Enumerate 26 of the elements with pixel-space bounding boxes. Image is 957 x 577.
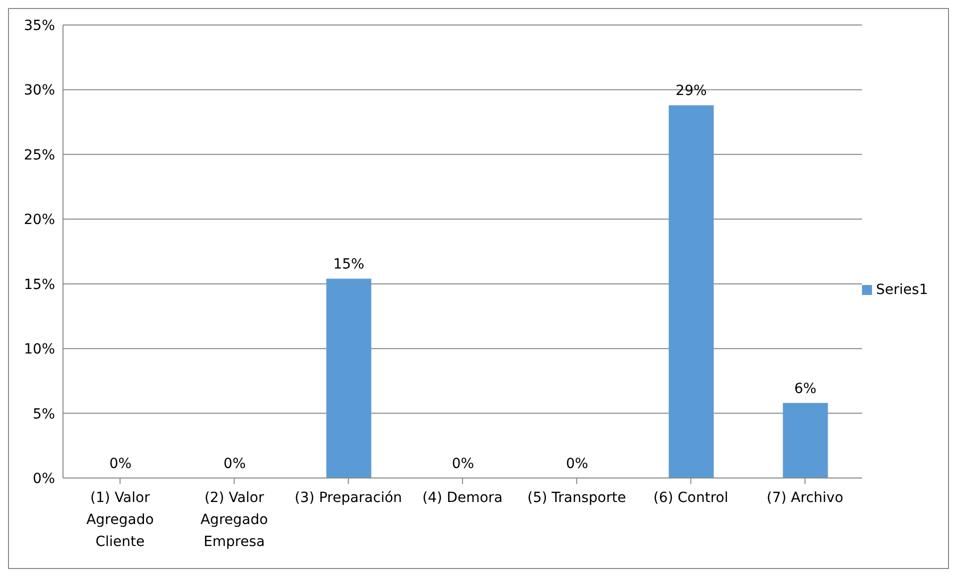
x-tick-label: (2) Valor Agregado Empresa xyxy=(200,490,268,550)
data-label: 6% xyxy=(794,380,816,397)
data-label: 0% xyxy=(452,456,474,472)
y-tick-label: 20% xyxy=(24,212,55,228)
y-tick-label: 10% xyxy=(24,342,55,358)
x-tick-label: (4) Demora xyxy=(422,490,503,506)
y-tick-label: 25% xyxy=(24,147,55,164)
bar xyxy=(668,105,714,478)
data-label: 0% xyxy=(224,456,246,472)
bar xyxy=(326,278,372,478)
y-tick-label: 0% xyxy=(32,470,55,487)
data-label: 15% xyxy=(333,256,364,273)
data-label: 29% xyxy=(676,83,707,100)
x-tick-label: (3) Preparación xyxy=(294,490,402,506)
x-tick-label: (1) Valor Agregado Cliente xyxy=(86,490,154,550)
y-tick-label: 35% xyxy=(24,18,55,34)
x-tick-label: (5) Transporte xyxy=(527,490,626,506)
bar xyxy=(782,402,828,478)
x-tick-label: (6) Control xyxy=(653,490,728,506)
y-tick-label: 15% xyxy=(24,276,55,293)
data-label: 0% xyxy=(109,456,132,472)
data-label: 0% xyxy=(566,456,588,472)
y-tick-label: 30% xyxy=(24,82,55,99)
x-tick-label: (7) Archivo xyxy=(766,490,844,506)
y-tick-label: 5% xyxy=(32,406,55,422)
legend-label: Series1 xyxy=(876,282,928,298)
